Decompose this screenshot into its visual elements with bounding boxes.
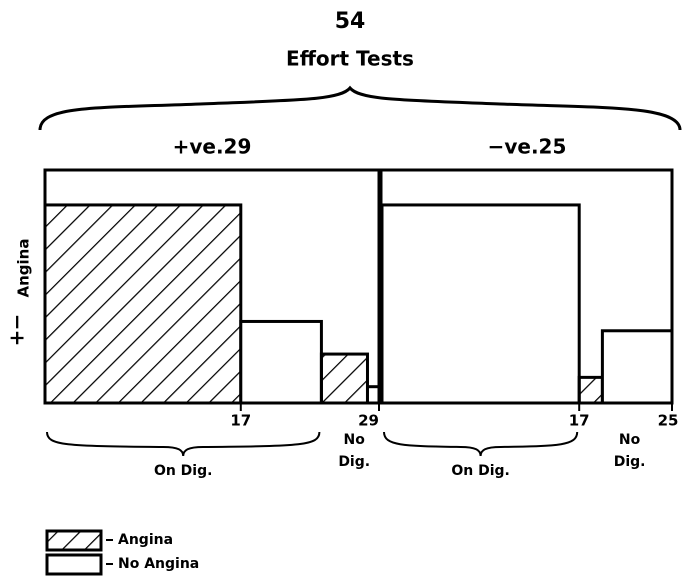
x-tick-label: 25	[658, 412, 679, 430]
x-tick-label: 17	[230, 412, 251, 430]
chart-title: 54	[335, 9, 366, 34]
panel-label: +ve.29	[173, 135, 252, 159]
group-label: On Dig.	[154, 463, 213, 479]
bar	[365, 385, 381, 405]
group-brace	[383, 431, 579, 457]
chart-subtitle: Effort Tests	[286, 47, 414, 71]
legend-swatch	[45, 553, 103, 576]
bar	[319, 352, 369, 405]
group-label: On Dig.	[451, 463, 510, 479]
group-label: No Dig.	[614, 432, 646, 470]
bar	[577, 375, 604, 405]
legend-label: No Angina	[118, 556, 199, 572]
y-sign: +	[5, 330, 29, 347]
legend-swatch	[45, 529, 103, 552]
x-tick-label: 29	[358, 412, 379, 430]
y-sign: −	[5, 314, 29, 331]
bar	[43, 203, 243, 405]
bar	[380, 203, 581, 405]
group-brace	[46, 431, 321, 457]
group-label: No Dig.	[338, 432, 370, 470]
x-tick-label: 17	[569, 412, 590, 430]
panel-label: −ve.25	[488, 135, 567, 159]
legend-label: Angina	[118, 532, 173, 548]
y-label: Angina	[15, 239, 33, 298]
bar	[239, 319, 323, 405]
bar	[600, 329, 674, 405]
top-brace	[38, 85, 682, 131]
